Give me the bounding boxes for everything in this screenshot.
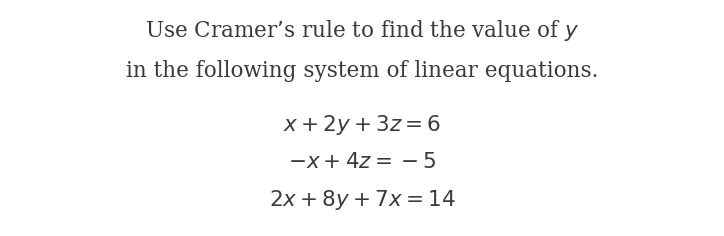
Text: in the following system of linear equations.: in the following system of linear equati…	[126, 60, 598, 82]
Text: $x + 2y + 3z = 6$: $x + 2y + 3z = 6$	[283, 113, 441, 137]
Text: Use Cramer’s rule to find the value of $y$: Use Cramer’s rule to find the value of $…	[145, 18, 579, 43]
Text: $- x + 4z = -5$: $- x + 4z = -5$	[287, 151, 437, 173]
Text: $2x + 8y + 7x = 14$: $2x + 8y + 7x = 14$	[269, 188, 455, 212]
